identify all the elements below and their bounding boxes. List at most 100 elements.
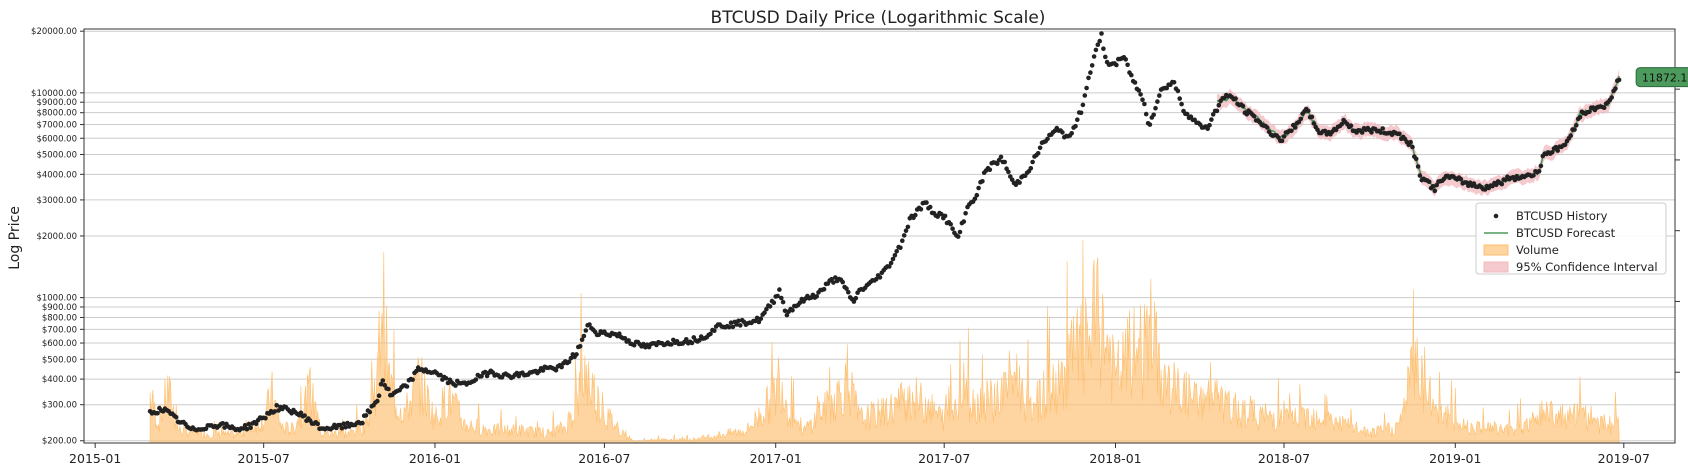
history-point [1214,108,1220,114]
chart-title: BTCUSD Daily Price (Logarithmic Scale) [711,8,1046,28]
history-point [1577,115,1583,120]
history-point [1179,101,1184,107]
history-point [453,383,458,388]
history-point [553,368,559,373]
history-point [1082,93,1088,98]
history-point [404,384,410,389]
history-point [1553,144,1559,150]
y-tick-label: $20000.00 [31,27,77,37]
y-tick-label: $800.00 [42,313,77,323]
history-point [961,219,967,224]
history-point [1037,145,1043,151]
history-point [1035,151,1041,156]
history-point [1151,112,1156,118]
history-point [894,249,899,254]
legend-key-volume [1483,244,1509,256]
history-point [339,426,345,431]
history-point [1289,128,1294,134]
history-point [473,377,479,382]
history-point [1587,109,1592,115]
history-point [758,316,764,322]
history-point [976,185,981,191]
history-point [1129,72,1134,78]
history-point [345,420,350,426]
history-point [581,333,587,339]
history-point [1601,105,1607,111]
history-point [924,200,929,205]
history-point [730,324,736,330]
history-point [846,289,851,295]
grid-lines [84,30,1675,442]
history-point [376,393,382,399]
y-tick-label: $4000.00 [36,170,77,180]
history-point [1549,150,1555,155]
history-point [596,332,602,338]
history-point [782,308,788,314]
history-point [1574,123,1579,128]
history-point [173,414,179,420]
y-tick-label: $8000.00 [36,109,77,119]
history-point [244,426,250,432]
history-point [913,212,918,218]
history-point [736,318,741,324]
history-point [276,408,281,413]
history-point [1157,93,1162,98]
legend: BTCUSD History BTCUSD Forecast Volume 95% C… [1475,202,1667,275]
history-point [762,310,767,316]
history-point [367,409,373,415]
history-point [998,154,1004,160]
history-point [1099,31,1104,36]
history-point [1233,96,1238,101]
x-tick-label: 2019-01 [1429,451,1481,466]
history-point [155,410,160,416]
x-tick-label: 2017-01 [750,451,802,466]
history-point [220,421,225,426]
history-point [438,372,443,378]
history-point [1184,111,1190,117]
history-point [1339,121,1344,127]
history-point [939,211,944,217]
history-point [274,403,280,408]
history-point [1264,125,1270,130]
history-point [1171,80,1177,85]
history-point [1101,46,1106,51]
history-point [1613,86,1618,91]
legend-label: 95% Confidence Interval [1516,260,1658,274]
history-point [728,320,734,326]
history-point [918,207,924,212]
x-tick-label: 2016-07 [578,451,630,466]
history-point [263,416,268,421]
history-point [1251,113,1257,119]
history-point [873,276,879,282]
history-point [1114,62,1119,68]
history-point [1378,130,1384,135]
history-point [1073,123,1078,129]
history-point [1103,54,1108,60]
history-point [302,413,307,418]
history-point [771,300,777,306]
y-axis-ticks: $200.00 $300.00 $400.00 $500.00 $600.00 $700.… [31,27,84,447]
history-point [410,377,415,383]
y-axis-label: Log Price [7,206,23,270]
history-point [1426,179,1432,185]
history-point [980,179,985,184]
history-point [315,421,321,427]
history-point [1434,182,1439,188]
history-point [814,294,819,299]
history-point [1091,54,1097,59]
history-point [1572,127,1577,132]
history-point [987,167,993,172]
history-point [1060,130,1065,135]
history-point [479,374,484,379]
history-point [784,312,790,318]
volume-area-path [149,239,1620,444]
history-point [1138,92,1143,97]
history-point [905,224,911,230]
history-point [1095,42,1101,47]
history-point [1123,57,1128,62]
history-point [242,423,248,428]
history-point [888,260,894,266]
history-point [1205,126,1210,131]
legend-label: BTCUSD History [1516,209,1608,223]
